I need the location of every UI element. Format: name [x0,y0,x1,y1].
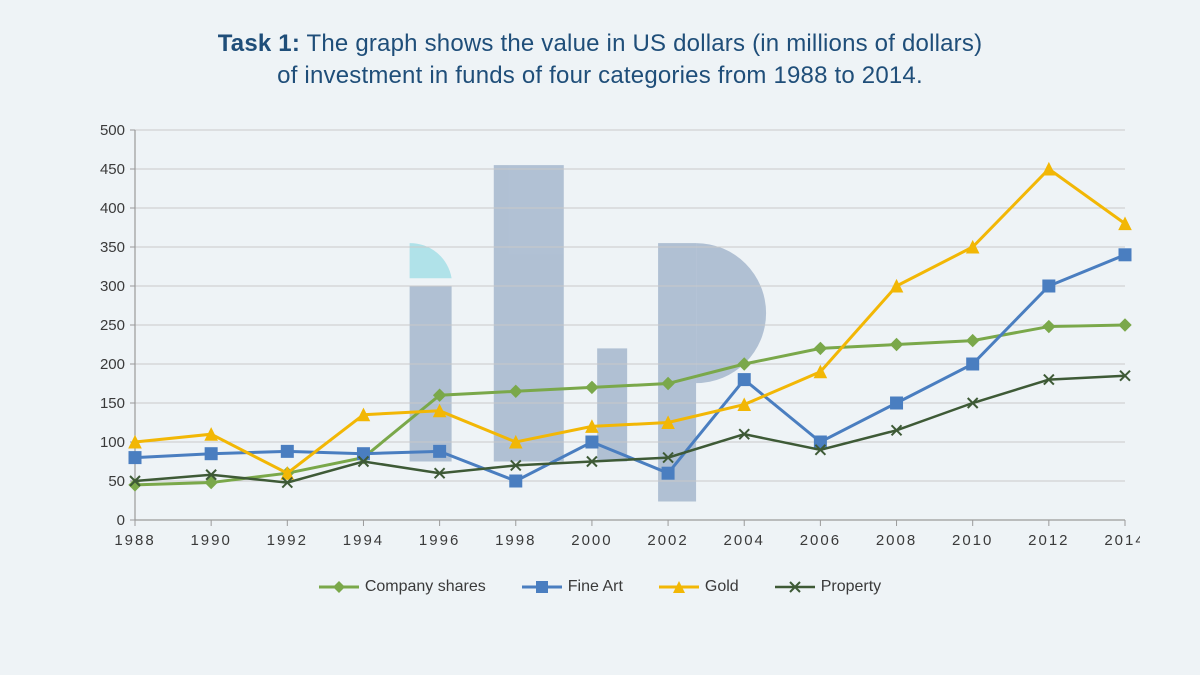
series-fine-art [129,249,1131,487]
x-tick-label: 1996 [419,532,460,549]
x-tick-label: 2014 [1104,532,1140,549]
x-tick-label: 1990 [190,532,231,549]
series-line [135,325,1125,485]
y-tick-label: 300 [100,278,125,295]
legend-item-gold: Gold [659,578,739,596]
y-tick-label: 250 [100,317,125,334]
page: Task 1: The graph shows the value in US … [0,0,1200,675]
series-gold [129,163,1131,479]
title-line2: of investment in funds of four categorie… [277,62,923,89]
series-line [135,169,1125,473]
y-tick-label: 0 [117,512,125,529]
x-tick-label: 2006 [800,532,841,549]
y-tick-label: 50 [108,473,125,490]
legend-swatch [659,580,699,594]
chart-area: 0 50 100 150 200 250 300 350 400 450 500 1988 1990 19… [80,120,1140,560]
y-tick-label: 200 [100,356,125,373]
legend-label: Company shares [365,578,486,596]
y-tick-label: 400 [100,200,125,217]
y-tick-label: 100 [100,434,125,451]
legend-label: Gold [705,578,739,596]
legend-swatch [522,580,562,594]
series-line [135,376,1125,483]
legend-label: Property [821,578,881,596]
x-tick-label: 2010 [952,532,993,549]
legend: Company shares Fine Art Gold Property [0,578,1200,599]
title-line1: The graph shows the value in US dollars … [300,30,982,57]
title-prefix: Task 1: [218,30,300,57]
legend-swatch [319,580,359,594]
legend-label: Fine Art [568,578,623,596]
x-tick-label: 1988 [114,532,155,549]
legend-item-property: Property [775,578,881,596]
y-tick-label: 450 [100,161,125,178]
watermark [410,165,766,501]
legend-item-fine-art: Fine Art [522,578,623,596]
x-tick-label: 1998 [495,532,536,549]
y-tick-label: 350 [100,239,125,256]
y-tick-label: 150 [100,395,125,412]
line-chart-svg: 0 50 100 150 200 250 300 350 400 450 500 1988 1990 19… [80,120,1140,560]
x-tick-label: 2012 [1028,532,1069,549]
x-tick-label: 1992 [267,532,308,549]
x-tick-label: 2004 [724,532,765,549]
series-company-shares [129,319,1131,491]
chart-title: Task 1: The graph shows the value in US … [0,28,1200,93]
x-tick-label: 1994 [343,532,384,549]
x-tick-label: 2008 [876,532,917,549]
x-tick-label: 2000 [571,532,612,549]
legend-item-company-shares: Company shares [319,578,486,596]
x-tick-label: 2002 [647,532,688,549]
y-tick-label: 500 [100,122,125,139]
legend-swatch [775,580,815,594]
